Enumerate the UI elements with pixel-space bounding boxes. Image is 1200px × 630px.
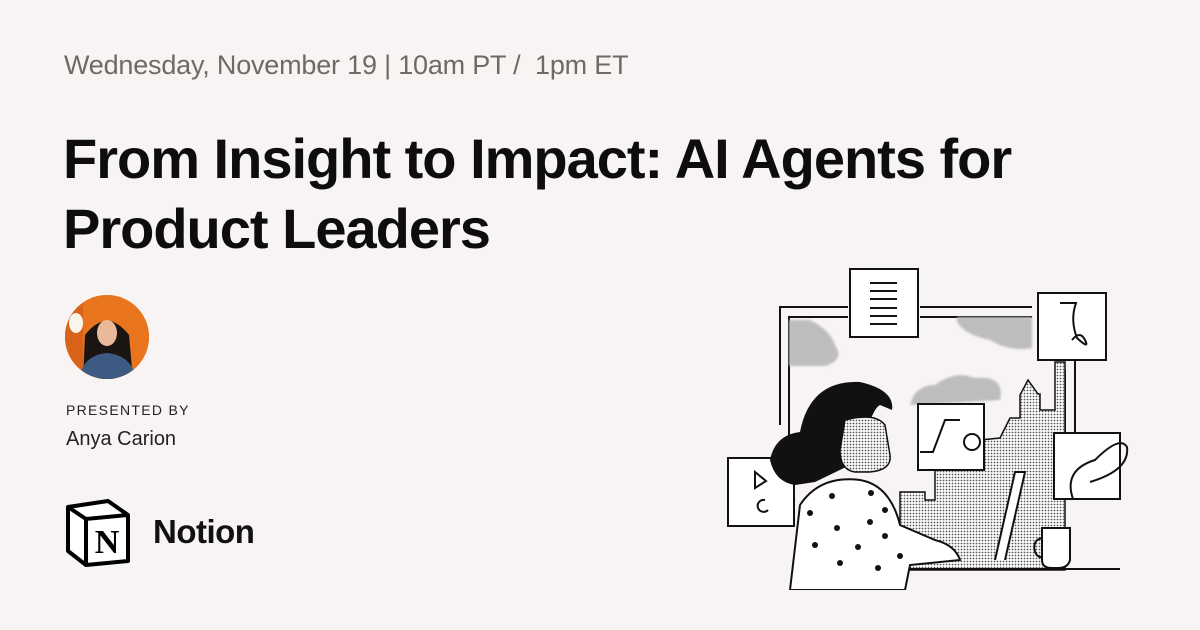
presenter-name: Anya Carion — [66, 428, 177, 450]
brand-name: Notion — [153, 513, 255, 550]
illustration-person-at-laptop — [727, 268, 1129, 590]
presenter-avatar — [65, 295, 149, 379]
notion-logo-icon: N — [66, 499, 130, 567]
event-date-time: Wednesday, November 19 | 10am PT / 1pm E… — [64, 50, 629, 80]
presented-by-label: PRESENTED BY — [66, 402, 190, 418]
svg-text:N: N — [95, 524, 120, 561]
event-title: From Insight to Impact: AI Agents for Pr… — [63, 127, 1012, 260]
